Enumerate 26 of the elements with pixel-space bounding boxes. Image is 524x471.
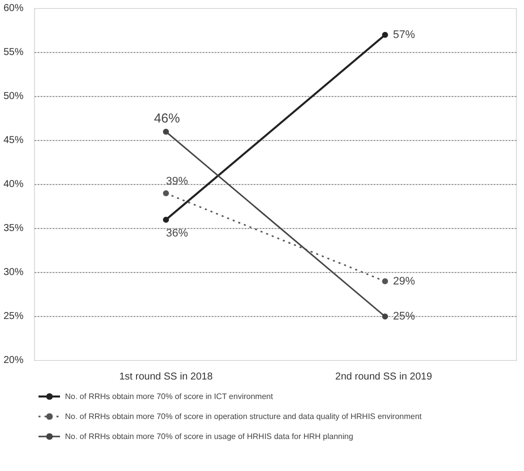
legend-label: No. of RRHs obtain more 70% of score in ICT environment [65, 390, 273, 402]
point [382, 314, 388, 320]
y-tick-label: 45% [3, 135, 24, 146]
data-label: 36% [166, 228, 188, 240]
x-tick-label: 1st round SS in 2018 [119, 372, 214, 382]
y-tick-label: 25% [3, 311, 24, 322]
y-tick-label: 55% [3, 47, 24, 58]
point [382, 32, 388, 38]
data-label: 57% [393, 28, 416, 41]
point [382, 278, 388, 284]
y-tick-label: 50% [3, 91, 24, 102]
data-label: 39% [166, 175, 188, 188]
data-label: 29% [393, 275, 416, 288]
y-tick-label: 40% [3, 179, 24, 190]
point [162, 190, 169, 196]
y-tick-label: 20% [3, 355, 24, 366]
point [162, 128, 169, 135]
x-tick-label: 2nd round SS in 2019 [335, 372, 432, 382]
data-label: 25% [393, 310, 416, 322]
y-tick-label: 35% [3, 223, 24, 234]
legend-label: No. of RRHs obtain more 70% of score in operation structure and data quality of HRHIS environment [65, 410, 422, 423]
y-tick-label: 30% [3, 267, 24, 278]
y-tick-label: 60% [3, 3, 24, 14]
data-label: 46% [154, 110, 180, 126]
point [162, 216, 169, 223]
legend-label: No. of RRHs obtain more 70% of score in usage of HRHIS data for HRH planning [65, 430, 354, 443]
